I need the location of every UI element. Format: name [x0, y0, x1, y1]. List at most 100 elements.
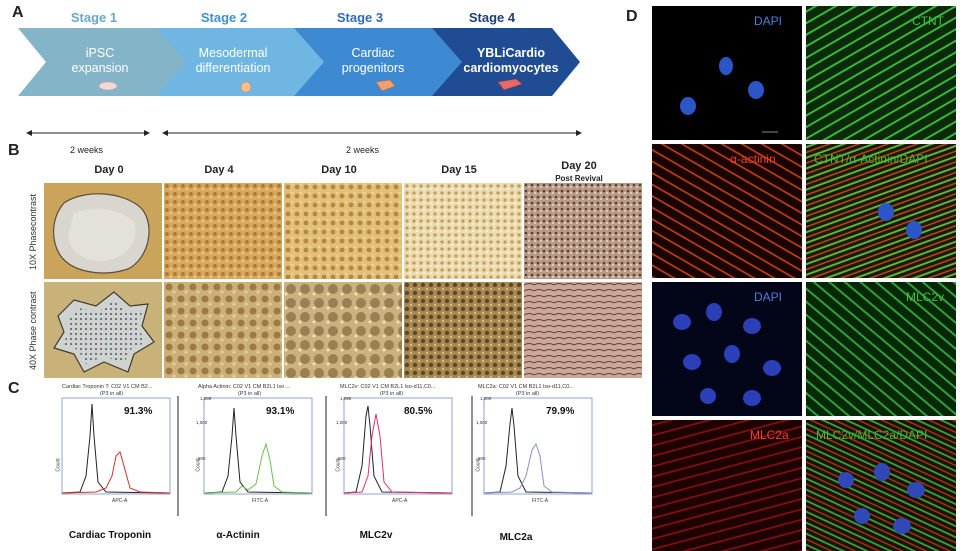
stage-1-line1: iPSC: [85, 46, 115, 60]
fc-4-plot: [483, 397, 593, 495]
chevron-stage-2: [156, 28, 326, 96]
if-label-actinin: α-actinin: [730, 152, 776, 166]
cardiomyocyte-icon: [497, 78, 523, 91]
stage-4-text: YBLiCardio cardiomyocytes: [454, 46, 568, 76]
stage-1-title: Stage 1: [70, 10, 118, 25]
fc-2-ylabel: Count: [195, 458, 202, 472]
stage-2-line1: Mesodermal: [198, 46, 268, 60]
panel-letter-b: B: [8, 142, 20, 159]
row-label-40x: 40X Phase contrast: [28, 291, 38, 370]
fc-4-ylabel: Count: [475, 458, 482, 472]
stage-1-text: iPSC expansion: [50, 46, 150, 76]
cell-icon: [240, 81, 252, 93]
if-label-mlc2v: MLC2v: [906, 290, 945, 304]
if-mlc2v: [806, 282, 956, 416]
stage-3-text: Cardiac progenitors: [318, 46, 428, 76]
micrograph-day20-10x: [524, 183, 642, 279]
fc-2-stained-curve: [203, 442, 313, 494]
if-ctnt-actinin-dapi-merge: [806, 144, 956, 278]
fc-4-stained-curve: [483, 442, 593, 494]
fc-3-plot: [343, 397, 453, 495]
micrograph-day10-40x: [284, 282, 402, 378]
if-mlc2a: [652, 420, 802, 551]
timeline-left-label: 2 weeks: [70, 145, 104, 155]
fc-3-isotype-curve: [343, 405, 453, 494]
fc-2-title: Alpha Actinin: C02 V1 CM B2L1 lso ...: [198, 384, 291, 390]
day-10-label: Day 10: [321, 164, 357, 176]
fc-2-plot: [203, 397, 313, 495]
micrograph-day10-10x: [284, 183, 402, 279]
chevron-stage-3: [294, 28, 464, 96]
stage-4-line1: YBLiCardio: [476, 46, 546, 60]
flow-cytometry-histograms: [61, 396, 593, 516]
chevron-stage-1: [18, 28, 188, 96]
if-ctnt: [806, 6, 956, 140]
fc-3-stained-curve: [343, 413, 453, 494]
stage-3-title: Stage 3: [336, 10, 384, 25]
row-label-10x: 10X Phasecontrast: [28, 193, 38, 270]
fc-2-name: α-Actinin: [216, 530, 260, 541]
fc-1-percent: 91.3%: [124, 406, 153, 417]
progenitor-icon: [375, 79, 396, 92]
fc-2-gate: (P3 in all): [238, 391, 262, 397]
fc-4-isotype-curve: [483, 407, 593, 494]
if-label-merge-2: MLC2v/MLC2a/DAPI: [816, 428, 928, 442]
fc-4-name: MLC2a: [499, 532, 533, 543]
if-label-mlc2a: MLC2a: [750, 428, 789, 442]
micrograph-day0-10x: [44, 183, 162, 279]
fc-2-ymax: 1,289: [200, 396, 212, 401]
fc-2-ytick-500: 500: [198, 456, 206, 461]
if-label-dapi-1: DAPI: [754, 14, 783, 28]
stage-2-text: Mesodermal differentiation: [178, 46, 288, 76]
stage-4-title: Stage 4: [468, 10, 516, 25]
day-20-sublabel: Post Revival: [555, 174, 603, 183]
fc-4-ytick-500: 500: [478, 456, 486, 461]
stage-4-line2: cardiomyocytes: [463, 61, 559, 75]
fc-3-ymax: 1,090: [340, 396, 352, 401]
fc-1-gate: (P3 in all): [100, 391, 124, 397]
day-20-label: Day 20: [561, 160, 597, 172]
stage-3-line1: Cardiac: [351, 46, 395, 60]
if-dapi-1: [652, 6, 802, 140]
fc-1-name: Cardiac Troponin: [68, 530, 152, 541]
panel-letter-d: D: [626, 8, 638, 25]
if-actinin: [652, 144, 802, 278]
micrograph-day4-40x: [164, 282, 282, 378]
if-mlc2v-mlc2a-dapi-merge: [806, 420, 956, 551]
fc-4-ymax: 1,000: [480, 396, 492, 401]
timeline-arrows: [26, 130, 582, 136]
fc-3-ytick-500: 500: [338, 456, 346, 461]
if-label-ctnt: CTNT: [912, 14, 944, 28]
stage-2-title: Stage 2: [200, 10, 248, 25]
day-4-label: Day 4: [204, 164, 234, 176]
fc-4-title: MLC2a: C02 V1 CM B2L1 lso-d11,C0...: [478, 384, 574, 390]
day-15-label: Day 15: [441, 164, 477, 176]
stage-3-line2: progenitors: [341, 61, 405, 75]
timeline-right-label: 2 weeks: [346, 145, 380, 155]
micrograph-day15-40x: [404, 282, 522, 378]
fc-2-ytick-1000: 1,000: [196, 420, 208, 425]
day-0-label: Day 0: [94, 164, 124, 176]
if-dapi-2: [652, 282, 802, 416]
fc-2-xlabel: FITC-A: [252, 498, 269, 504]
stage-2-line2: differentiation: [195, 61, 271, 75]
panel-letter-c: C: [8, 380, 20, 397]
stage-chevrons: [18, 28, 580, 96]
if-label-dapi-2: DAPI: [754, 290, 783, 304]
fc-1-plot: [61, 397, 171, 495]
panel-letter-a: A: [12, 4, 24, 21]
dish-icon: [98, 81, 118, 91]
if-label-merge-1: CTNT/α-Actinin/DAPI: [814, 152, 928, 166]
micrograph-day15-10x: [404, 183, 522, 279]
fc-3-ylabel: Count: [335, 458, 342, 472]
chevron-stage-4: [432, 28, 580, 96]
micrograph-day0-40x: [44, 282, 162, 378]
fc-3-percent: 80.5%: [404, 406, 433, 417]
fc-2-percent: 93.1%: [266, 406, 295, 417]
fc-3-title: MLC2v: C02 V1 CM B2L1 lso-d11,C0...: [340, 384, 436, 390]
fc-4-percent: 79.9%: [546, 406, 575, 417]
stage-1-line2: expansion: [71, 61, 129, 75]
micrograph-day4-10x: [164, 183, 282, 279]
fc-4-xlabel-text: FITC-A: [532, 498, 549, 504]
fc-3-name: MLC2v: [359, 530, 393, 541]
